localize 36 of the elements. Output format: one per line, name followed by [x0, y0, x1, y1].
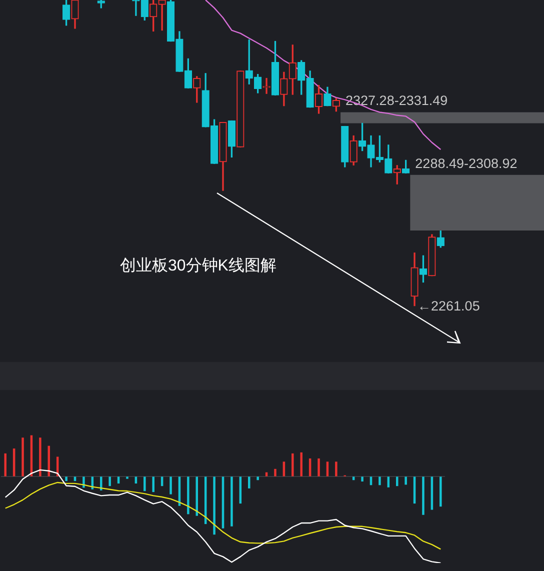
bar [117, 476, 120, 484]
bar [292, 453, 294, 476]
bar [440, 476, 442, 507]
bar [430, 476, 434, 510]
bar [74, 476, 76, 482]
bar [256, 476, 259, 480]
annotation: ←2261.05 [418, 298, 480, 314]
bar [230, 476, 233, 526]
bar [282, 462, 286, 476]
bar [274, 468, 276, 476]
bar [4, 453, 6, 476]
bar [326, 462, 329, 476]
bar [335, 462, 338, 476]
bar [378, 476, 381, 486]
bar [152, 476, 154, 492]
bar [22, 438, 24, 476]
candlestick [262, 78, 270, 94]
bar [187, 476, 190, 514]
bar [352, 476, 355, 480]
bar [387, 476, 390, 488]
bar [248, 476, 250, 488]
bar [300, 452, 302, 476]
bar [213, 476, 216, 535]
bar [108, 476, 111, 486]
bar [422, 476, 424, 515]
bar [361, 476, 364, 482]
bar [144, 476, 146, 492]
bar [404, 476, 407, 485]
bar [134, 476, 138, 484]
band-label: 2288.49-2308.92 [415, 156, 518, 171]
bar [318, 458, 320, 476]
bar [65, 476, 68, 482]
band-label: 2327.28-2331.49 [346, 93, 448, 108]
bar [170, 476, 172, 494]
annotation: 创业板30分钟K线图解 [120, 256, 276, 274]
bar [39, 438, 42, 476]
